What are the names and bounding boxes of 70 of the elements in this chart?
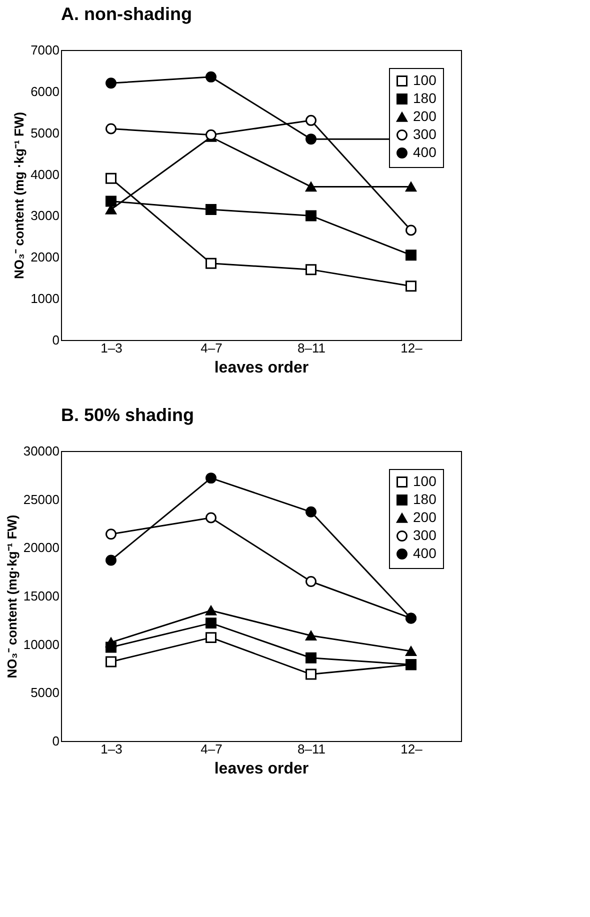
legend-label: 400 <box>413 144 437 160</box>
x-tick-label: 8–11 <box>298 742 326 756</box>
x-tick-label: 1–3 <box>100 742 122 756</box>
y-axis-title: NO₃⁻ content (mg·kg⁻¹ FW) <box>4 514 20 678</box>
y-axis-title: NO₃⁻ content (mg ·kg⁻¹ FW) <box>12 112 27 280</box>
x-tick-label: 12– <box>400 742 424 756</box>
point <box>406 182 416 192</box>
y-tick-label: 0 <box>52 332 60 348</box>
legend-label: 200 <box>413 509 437 525</box>
point <box>406 646 416 656</box>
point <box>206 512 216 524</box>
point <box>306 630 316 640</box>
y-tick-label: 1000 <box>30 291 60 306</box>
point <box>206 204 216 215</box>
point <box>106 638 116 648</box>
point <box>406 280 416 292</box>
legend-label: 180 <box>413 491 437 507</box>
point <box>206 632 216 644</box>
point <box>106 123 116 134</box>
legend-label: 300 <box>413 527 437 543</box>
point <box>406 250 416 261</box>
point <box>206 606 216 616</box>
x-tick-label: 4–7 <box>200 340 222 356</box>
point <box>206 258 216 269</box>
point <box>306 506 316 518</box>
point <box>106 172 116 184</box>
y-tick-label: 2000 <box>30 250 60 265</box>
x-tick-label: 1–3 <box>100 340 122 356</box>
legend-label: 200 <box>413 108 437 124</box>
legend-label: 300 <box>413 126 437 142</box>
point <box>306 652 316 664</box>
point <box>106 554 116 566</box>
point <box>306 576 316 587</box>
y-tick-label: 10000 <box>23 636 60 652</box>
point <box>306 668 316 680</box>
x-axis-title: leaves order <box>214 360 309 376</box>
y-tick-label: 4000 <box>30 166 60 182</box>
x-axis-title: leaves order <box>214 760 309 778</box>
y-tick-label: 5000 <box>30 125 60 140</box>
y-tick-label: 15000 <box>23 588 60 604</box>
x-tick-label: 12– <box>400 340 424 356</box>
point <box>306 210 316 222</box>
chart-title: A. non-shading <box>61 4 192 24</box>
point <box>206 71 216 82</box>
point <box>106 196 116 207</box>
point <box>106 656 116 668</box>
point <box>106 78 116 89</box>
legend-label: 100 <box>413 72 437 88</box>
point <box>406 224 416 236</box>
point <box>306 264 316 276</box>
point <box>306 182 316 192</box>
y-tick-label: 5000 <box>30 685 60 700</box>
chart-title: B. 50% shading <box>61 405 194 425</box>
legend-label: 180 <box>413 90 437 106</box>
y-tick-label: 7000 <box>30 42 60 58</box>
legend-label: 100 <box>413 473 437 489</box>
point <box>206 618 216 629</box>
y-tick-label: 30000 <box>23 444 60 458</box>
point <box>106 528 116 540</box>
y-tick-label: 0 <box>52 734 60 748</box>
y-tick-label: 3000 <box>30 208 60 224</box>
y-tick-label: 25000 <box>23 492 60 507</box>
legend-label: 400 <box>413 545 437 561</box>
y-tick-label: 20000 <box>23 540 60 556</box>
point <box>206 472 216 484</box>
point <box>306 114 316 126</box>
x-tick-label: 4–7 <box>200 742 222 756</box>
y-tick-label: 6000 <box>30 84 60 99</box>
x-tick-label: 8–11 <box>298 340 326 356</box>
point <box>306 134 316 145</box>
